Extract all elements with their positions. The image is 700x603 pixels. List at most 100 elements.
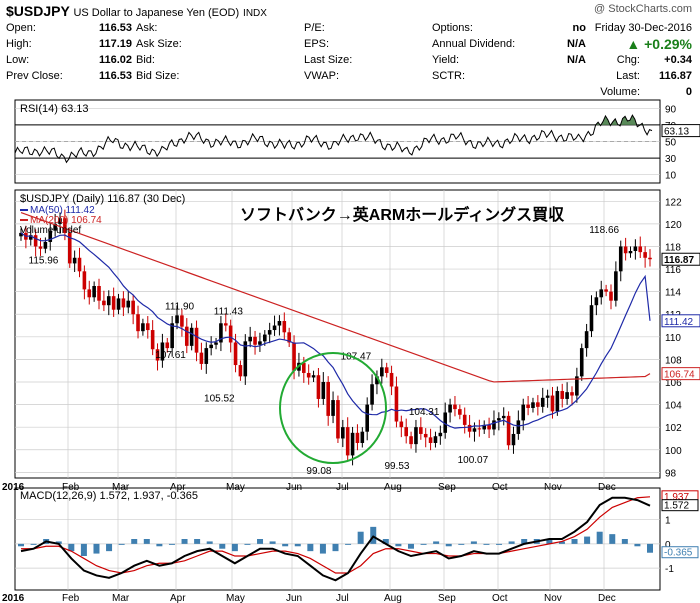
macd-histogram-bar bbox=[407, 543, 414, 549]
price-candle-body bbox=[609, 291, 613, 301]
macd-histogram-bar bbox=[257, 539, 264, 544]
price-candle-body bbox=[536, 402, 540, 407]
quote-label: SCTR: bbox=[432, 70, 465, 82]
price-candle-body bbox=[19, 232, 23, 237]
price-candle-body bbox=[404, 427, 409, 437]
macd-histogram-bar bbox=[483, 543, 490, 545]
price-candle-body bbox=[550, 395, 555, 412]
price-annotation: 107.61 bbox=[155, 350, 186, 361]
price-candle-body bbox=[272, 325, 277, 331]
price-tick-label: 108 bbox=[665, 355, 682, 366]
quote-label: Yield: bbox=[432, 54, 460, 66]
macd-histogram-bar bbox=[357, 531, 364, 544]
price-candle-body bbox=[248, 336, 252, 342]
price-candle-body bbox=[253, 336, 257, 345]
volume-legend: Volume undef bbox=[20, 225, 81, 236]
price-candle-body bbox=[648, 257, 652, 260]
macd-histogram-bar bbox=[584, 536, 591, 544]
price-candle-body bbox=[175, 315, 179, 324]
macd-tick-label: 1 bbox=[665, 516, 671, 527]
macd-histogram-bar bbox=[546, 539, 553, 544]
macd-histogram-bar bbox=[647, 543, 653, 553]
quote-row: Open: 116.53 Ask: P/E: Options: no bbox=[4, 20, 588, 36]
macd-histogram-bar bbox=[508, 541, 515, 544]
macd-month-label: May bbox=[226, 593, 245, 603]
macd-month-label: Feb bbox=[62, 593, 80, 603]
price-candle-body bbox=[594, 297, 599, 306]
price-annotation: 104.31 bbox=[409, 407, 440, 418]
quote-value: 116.53 bbox=[98, 22, 132, 34]
price-candle-body bbox=[579, 348, 584, 377]
quote-value: no bbox=[572, 22, 586, 34]
macd-histogram-bar bbox=[244, 543, 251, 545]
price-candle-body bbox=[160, 342, 165, 361]
price-candle-body bbox=[209, 344, 213, 349]
macd-histogram-bar bbox=[458, 543, 465, 545]
price-candle-body bbox=[384, 367, 389, 373]
macd-histogram-bar bbox=[68, 543, 75, 552]
price-candle-body bbox=[341, 427, 345, 439]
price-tick-label: 98 bbox=[665, 468, 677, 479]
macd-month-label: Aug bbox=[384, 593, 402, 603]
price-candle-body bbox=[97, 286, 101, 301]
price-tick-label: 110 bbox=[665, 333, 681, 344]
macd-histogram-bar bbox=[319, 543, 326, 554]
rsi-tick-label: 30 bbox=[665, 154, 677, 165]
price-candle-body bbox=[428, 437, 433, 443]
price-candle-body bbox=[38, 246, 43, 249]
price-last-box-text: 116.87 bbox=[664, 255, 694, 266]
rsi-tick-label: 90 bbox=[665, 104, 677, 115]
price-candle-body bbox=[492, 420, 496, 430]
price-candle-body bbox=[501, 415, 506, 419]
quote-label: Annual Dividend: bbox=[432, 38, 516, 50]
right-quote-label: Volume: bbox=[600, 86, 640, 98]
symbol-title: $USDJPY US Dollar to Japanese Yen (EOD) … bbox=[6, 3, 267, 19]
right-quote-value: 116.87 bbox=[658, 70, 692, 82]
price-candle-body bbox=[267, 330, 272, 335]
price-candle-body bbox=[487, 424, 491, 430]
price-candle-body bbox=[448, 404, 452, 413]
highlight-ellipse bbox=[279, 352, 387, 464]
macd-histogram-bar bbox=[18, 543, 24, 547]
price-candle-body bbox=[258, 341, 262, 345]
macd-legend: MACD(12,26,9) 1.572, 1.937, -0.365 bbox=[20, 490, 198, 502]
price-candle-body bbox=[150, 330, 155, 350]
quote-value: N/A bbox=[567, 54, 586, 66]
macd-histogram-bar bbox=[194, 539, 201, 544]
price-candle-body bbox=[472, 428, 477, 432]
ma50-last-box-text: 111.42 bbox=[664, 317, 694, 328]
macd-histogram-bar bbox=[219, 543, 226, 549]
price-candle-body bbox=[77, 257, 82, 272]
price-candle-body bbox=[584, 331, 589, 349]
macd-histogram-bar bbox=[118, 543, 125, 545]
price-candle-body bbox=[92, 286, 96, 298]
price-candle-body bbox=[526, 404, 530, 408]
macd-histogram-bar bbox=[131, 539, 138, 544]
quote-label: Last Size: bbox=[304, 54, 353, 66]
price-candle-body bbox=[131, 300, 135, 315]
pct-change: ▲ +0.29% bbox=[626, 36, 692, 52]
price-candle-body bbox=[43, 241, 48, 249]
price-candle-body bbox=[336, 400, 340, 439]
price-candle-body bbox=[48, 230, 53, 242]
price-candle-body bbox=[180, 315, 184, 327]
price-candle-body bbox=[82, 271, 87, 290]
macd-histogram-bar bbox=[55, 541, 62, 544]
macd-histogram-bar bbox=[231, 543, 238, 552]
macd-histogram-bar bbox=[558, 541, 565, 544]
macd-month-label: Nov bbox=[544, 593, 562, 603]
price-candle-body bbox=[67, 232, 72, 264]
macd-histogram-bar bbox=[106, 543, 113, 552]
price-tick-label: 116 bbox=[665, 265, 681, 276]
macd-histogram-bar bbox=[496, 543, 503, 545]
price-candle-body bbox=[306, 372, 311, 378]
price-candle-body bbox=[121, 298, 126, 308]
right-quote-label: Chg: bbox=[616, 54, 640, 66]
price-candle-body bbox=[462, 414, 467, 425]
price-candle-body bbox=[33, 235, 38, 247]
ma50-line bbox=[20, 232, 651, 429]
price-candle-body bbox=[238, 365, 243, 377]
macd-hist-last-box-text: -0.365 bbox=[664, 548, 693, 559]
macd-histogram-bar bbox=[332, 543, 339, 552]
price-tick-label: 120 bbox=[665, 220, 682, 231]
